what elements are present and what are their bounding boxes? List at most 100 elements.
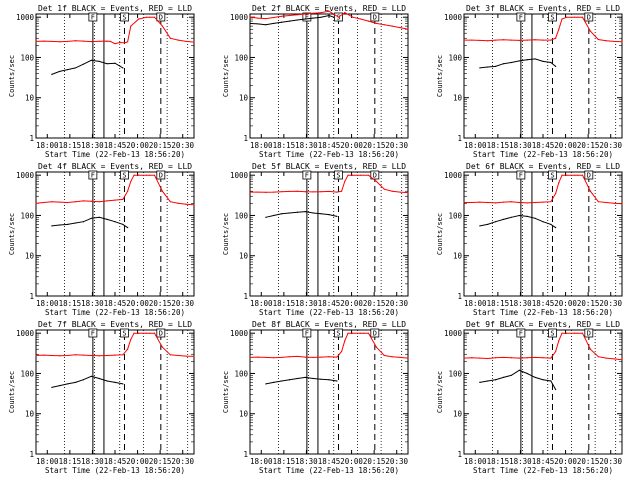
- series-point-lld: [510, 201, 512, 203]
- y-tick-label: 10: [25, 94, 35, 103]
- series-point-lld: [273, 16, 275, 19]
- series-point-events: [542, 60, 544, 62]
- x-tick-label: 20:30: [171, 299, 194, 308]
- x-tick-label: 20:00: [340, 457, 363, 466]
- series-point-lld: [257, 356, 259, 358]
- plot-frame: [35, 13, 195, 139]
- series-point-events: [550, 223, 552, 225]
- plot-frame: [35, 329, 195, 455]
- series-point-events: [106, 63, 108, 65]
- event-marker-label: D: [373, 172, 377, 180]
- series-point-events: [502, 63, 505, 65]
- event-marker-box: [120, 12, 129, 22]
- series-point-lld: [487, 357, 489, 360]
- x-tick-label: 20:15: [149, 299, 172, 308]
- x-tick-label: 20:30: [385, 141, 408, 150]
- series-point-lld: [333, 13, 335, 15]
- plot-frame: [463, 329, 623, 455]
- panel-9: Det 9f BLACK = Events, RED = LLD Counts/s…: [436, 320, 623, 475]
- series-point-lld: [328, 356, 330, 358]
- series-point-events: [98, 60, 100, 62]
- event-marker-label: D: [159, 14, 163, 22]
- series-point-lld: [312, 356, 314, 359]
- series-point-lld: [185, 355, 187, 357]
- x-tick-label: 18:30: [81, 141, 104, 150]
- series-point-lld: [597, 38, 599, 41]
- series-point-lld: [352, 16, 354, 18]
- x-axis-label: Start Time (22-Feb-13 18:56:20): [45, 150, 185, 159]
- series-point-lld: [555, 192, 557, 195]
- series-point-events: [328, 214, 330, 216]
- series-point-lld: [375, 22, 377, 25]
- series-point-lld: [561, 332, 563, 334]
- series-point-lld: [383, 188, 385, 190]
- series-point-lld: [502, 201, 505, 203]
- series-point-events: [526, 215, 528, 217]
- event-marker-box: [584, 170, 594, 180]
- event-marker-box: [516, 12, 526, 22]
- series-point-lld: [35, 202, 37, 204]
- series-point-lld: [82, 40, 84, 42]
- event-marker-label: F: [91, 14, 95, 22]
- x-tick-label: 18:00: [250, 299, 273, 308]
- x-tick-label: 20:30: [599, 299, 622, 308]
- series-point-lld: [265, 18, 267, 20]
- y-tick-label: 1: [243, 292, 248, 301]
- y-tick-label: 1000: [230, 329, 249, 338]
- y-tick-label: 100: [234, 369, 248, 378]
- y-axis-label: Counts/sec: [436, 55, 444, 97]
- series-point-lld: [375, 346, 377, 348]
- series-point-lld: [347, 332, 349, 334]
- series-point-lld: [621, 41, 623, 43]
- y-tick-label: 100: [448, 211, 462, 220]
- panel-title: Det 3f BLACK = Events, RED = LLD: [466, 4, 620, 13]
- panel-1: Det 1f BLACK = Events, RED = LLD Counts/s…: [8, 4, 195, 159]
- series-point-lld: [383, 24, 385, 26]
- plot-frame: [35, 171, 195, 297]
- series-point-lld: [51, 201, 53, 203]
- series-point-lld: [312, 191, 314, 193]
- y-tick-label: 1: [457, 134, 462, 143]
- series-point-lld: [98, 355, 100, 357]
- series-point-lld: [74, 201, 77, 203]
- series-point-events: [74, 222, 77, 224]
- series-line-events: [479, 369, 557, 390]
- series-point-lld: [367, 332, 370, 334]
- event-marker-label: F: [519, 14, 523, 22]
- series-line-events: [265, 376, 337, 385]
- x-tick-label: 18:45: [532, 141, 555, 150]
- series-point-events: [74, 381, 77, 383]
- y-tick-label: 10: [453, 94, 463, 103]
- x-tick-label: 18:15: [273, 457, 296, 466]
- series-point-lld: [114, 43, 116, 45]
- x-tick-label: 18:00: [464, 457, 487, 466]
- series-point-lld: [133, 174, 135, 176]
- series-point-events: [67, 68, 69, 71]
- series-point-lld: [566, 16, 568, 18]
- series-point-lld: [558, 182, 560, 184]
- series-point-lld: [341, 190, 343, 192]
- y-tick-label: 10: [239, 410, 249, 419]
- event-marker-label: S: [336, 172, 340, 180]
- x-tick-label: 18:15: [59, 457, 82, 466]
- series-point-lld: [67, 354, 69, 357]
- plot-frame: [463, 171, 623, 297]
- series-point-lld: [613, 358, 615, 360]
- series-point-lld: [153, 174, 156, 176]
- event-marker-label: F: [305, 330, 309, 338]
- x-tick-label: 20:15: [577, 141, 600, 150]
- series-point-lld: [90, 200, 92, 202]
- series-point-lld: [605, 201, 607, 204]
- series-point-lld: [127, 190, 129, 192]
- x-tick-label: 18:15: [59, 141, 82, 150]
- series-point-lld: [407, 191, 409, 194]
- event-marker-label: S: [122, 330, 126, 338]
- series-point-lld: [59, 41, 61, 43]
- series-point-lld: [344, 12, 346, 14]
- panel-2: Det 2f BLACK = Events, RED = LLD Counts/s…: [222, 4, 409, 159]
- x-axis-label: Start Time (22-Feb-13 18:56:20): [45, 308, 185, 317]
- series-point-lld: [337, 16, 340, 18]
- x-tick-label: 18:15: [487, 141, 510, 150]
- series-point-lld: [169, 37, 171, 39]
- series-point-events: [127, 226, 129, 229]
